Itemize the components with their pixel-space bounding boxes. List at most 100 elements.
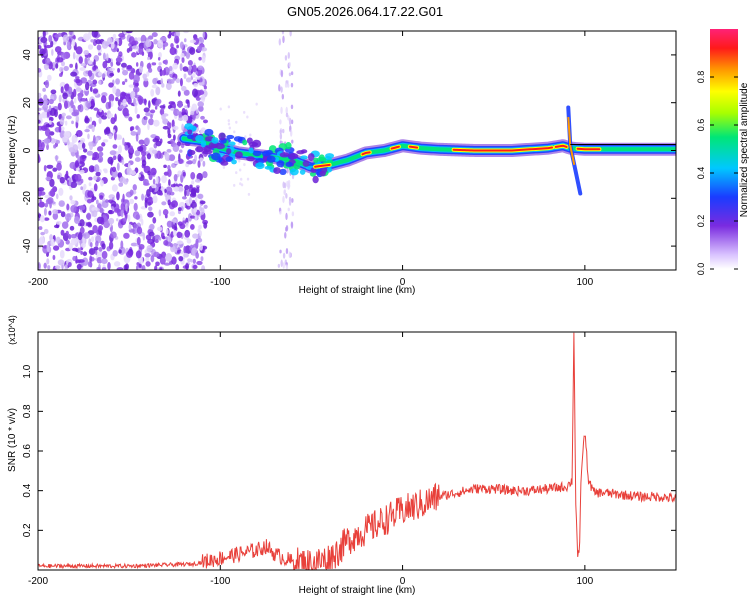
noise-blob bbox=[95, 171, 101, 177]
noise-blob bbox=[74, 160, 79, 167]
noise-blob bbox=[116, 218, 119, 222]
noise-blob bbox=[38, 262, 41, 270]
noise-blob bbox=[240, 177, 243, 181]
noise-blob bbox=[190, 110, 195, 116]
noise-blob bbox=[40, 36, 48, 43]
noise-blob bbox=[100, 217, 105, 225]
noise-blob bbox=[38, 113, 45, 118]
noise-blob bbox=[130, 131, 137, 136]
ridge-hot-core bbox=[390, 145, 400, 150]
noise-blob bbox=[172, 62, 178, 70]
noise-blob bbox=[75, 129, 83, 138]
noise-blob bbox=[84, 128, 90, 133]
noise-blob bbox=[187, 60, 193, 66]
noise-blob bbox=[117, 136, 123, 140]
noise-blob bbox=[202, 160, 206, 167]
ridge-hot-core bbox=[554, 144, 568, 148]
noise-blob bbox=[278, 38, 282, 46]
noise-blob bbox=[175, 78, 181, 84]
noise-blob bbox=[87, 44, 94, 50]
noise-blob bbox=[75, 167, 80, 171]
noise-blob bbox=[173, 174, 178, 182]
noise-blob bbox=[155, 99, 160, 107]
noise-blob bbox=[115, 96, 119, 102]
noise-blob bbox=[185, 263, 190, 270]
noise-blob bbox=[43, 217, 50, 221]
noise-blob bbox=[100, 258, 108, 264]
noise-blob bbox=[134, 196, 138, 200]
noise-blob bbox=[284, 231, 287, 239]
noise-blob bbox=[169, 243, 174, 248]
ridge-blob bbox=[226, 134, 235, 140]
noise-blob bbox=[181, 57, 185, 64]
noise-blob bbox=[279, 210, 282, 215]
noise-blob bbox=[89, 116, 92, 122]
noise-blob bbox=[202, 31, 206, 39]
noise-blob bbox=[108, 93, 115, 103]
noise-blob bbox=[56, 162, 62, 171]
noise-blob bbox=[97, 203, 102, 209]
noise-blob bbox=[192, 73, 196, 78]
noise-blob bbox=[84, 56, 88, 66]
noise-blob bbox=[56, 220, 62, 225]
noise-blob bbox=[62, 34, 69, 43]
ridge-blob bbox=[228, 141, 236, 146]
noise-blob bbox=[46, 164, 54, 169]
noise-blob bbox=[116, 162, 120, 172]
noise-blob bbox=[65, 115, 72, 120]
noise-blob bbox=[48, 210, 52, 216]
noise-blob bbox=[175, 187, 179, 192]
spectrogram-x-label: Height of straight line (km) bbox=[299, 285, 416, 296]
figure-title: GN05.2026.064.17.22.G01 bbox=[287, 4, 443, 19]
noise-blob bbox=[77, 259, 85, 263]
noise-blob bbox=[283, 189, 287, 194]
noise-blob bbox=[110, 117, 116, 125]
noise-blob bbox=[191, 103, 198, 112]
ridge-blob bbox=[307, 153, 315, 161]
noise-blob bbox=[47, 197, 54, 204]
noise-blob bbox=[53, 109, 58, 118]
noise-blob bbox=[55, 155, 58, 162]
noise-blob bbox=[244, 135, 247, 139]
spectrogram-y-label: Frequency (Hz) bbox=[7, 116, 18, 185]
noise-blob bbox=[158, 51, 162, 59]
noise-blob bbox=[88, 176, 93, 181]
noise-blob bbox=[68, 106, 74, 113]
ridge-blob bbox=[242, 139, 248, 146]
noise-blob bbox=[167, 133, 172, 139]
noise-blob bbox=[64, 264, 68, 270]
noise-blob bbox=[97, 71, 103, 77]
noise-blob bbox=[141, 218, 144, 226]
ridge-blob bbox=[211, 137, 219, 144]
ridge-blob bbox=[273, 167, 281, 174]
noise-blob bbox=[168, 65, 173, 72]
noise-blob bbox=[65, 213, 72, 222]
noise-blob bbox=[172, 144, 180, 152]
noise-blob bbox=[98, 247, 103, 252]
noise-blob bbox=[141, 150, 147, 157]
noise-blob bbox=[87, 70, 93, 77]
noise-blob bbox=[193, 37, 200, 46]
noise-blob bbox=[157, 39, 164, 49]
noise-blob bbox=[126, 95, 130, 103]
noise-blob bbox=[176, 44, 179, 49]
noise-blob bbox=[110, 41, 115, 50]
noise-blob bbox=[136, 236, 141, 246]
noise-blob bbox=[239, 182, 242, 186]
noise-blob bbox=[43, 63, 49, 71]
noise-blob bbox=[183, 31, 190, 34]
noise-blob bbox=[102, 60, 108, 69]
noise-blob bbox=[39, 215, 45, 223]
noise-blob bbox=[147, 123, 150, 131]
noise-blob bbox=[43, 262, 47, 269]
noise-blob bbox=[90, 86, 93, 93]
noise-blob bbox=[108, 100, 112, 109]
noise-blob bbox=[129, 198, 135, 205]
noise-blob bbox=[290, 71, 294, 76]
noise-blob bbox=[86, 150, 94, 156]
noise-blob bbox=[114, 113, 117, 122]
noise-blob bbox=[103, 127, 111, 135]
noise-blob bbox=[77, 232, 83, 241]
noise-blob bbox=[61, 112, 66, 117]
